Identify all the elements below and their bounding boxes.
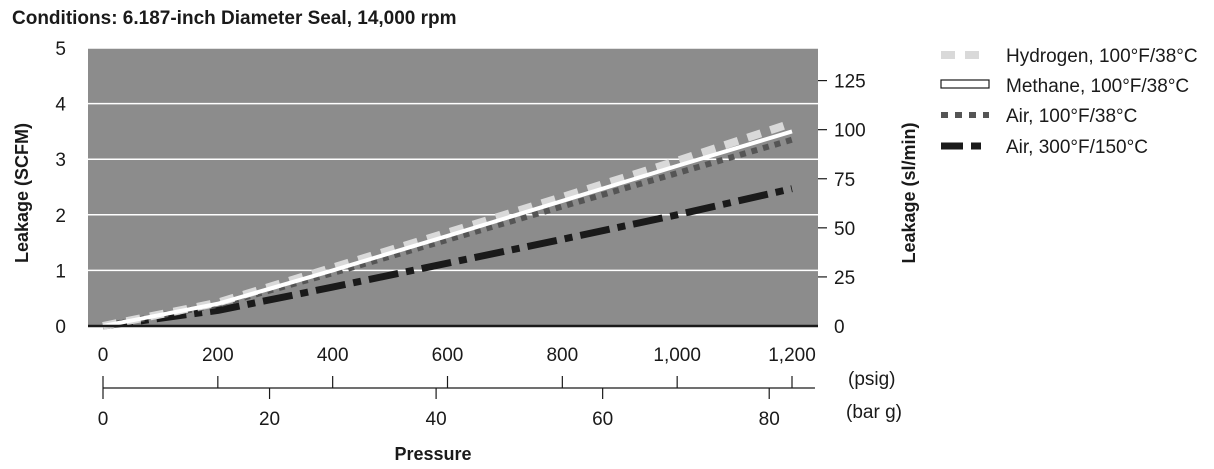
y-tick-label: 1 (55, 261, 66, 282)
x2-tick-label: 60 (592, 409, 613, 430)
y2-tick-label: 50 (834, 219, 855, 240)
x2-tick-label: 20 (259, 409, 280, 430)
legend-swatch (941, 80, 989, 88)
x-tick-label: 1,000 (653, 345, 701, 366)
x-tick-label: 1,200 (768, 345, 816, 366)
y2-axis-ticks: 0 25 50 75 100 125 (818, 72, 866, 338)
x2-tick-label: 80 (759, 409, 780, 430)
x-tick-label: 800 (546, 345, 578, 366)
x-axis-unit-psig: (psig) (848, 369, 896, 390)
y2-tick-label: 25 (834, 268, 855, 289)
y-axis-ticks: 0 1 2 3 4 5 (55, 39, 66, 338)
y-tick-label: 5 (55, 39, 66, 60)
y2-tick-label: 125 (834, 72, 866, 93)
x2-tick-label: 0 (98, 409, 109, 430)
chart-title: Conditions: 6.187-inch Diameter Seal, 14… (12, 8, 457, 29)
legend-label: Hydrogen, 100°F/38°C (1006, 46, 1198, 67)
legend-label: Air, 100°F/38°C (1006, 106, 1137, 127)
x-tick-label: 600 (432, 345, 464, 366)
y2-tick-label: 75 (834, 170, 855, 191)
x-tick-label: 0 (98, 345, 109, 366)
x-tick-label: 200 (202, 345, 234, 366)
y2-tick-label: 0 (834, 317, 845, 338)
legend-label: Methane, 100°F/38°C (1006, 76, 1189, 97)
x-tick-label: 400 (317, 345, 349, 366)
plot-area (88, 48, 818, 326)
y-tick-label: 2 (55, 206, 66, 227)
y-tick-label: 0 (55, 317, 66, 338)
x2-tick-label: 40 (426, 409, 447, 430)
x-axis-label: Pressure (394, 444, 471, 464)
legend-label: Air, 300°F/150°C (1006, 137, 1148, 158)
y-axis-label: Leakage (SCFM) (12, 123, 32, 263)
legend: Hydrogen, 100°F/38°C Methane, 100°F/38°C A… (941, 46, 1198, 158)
x-axis-unit-barg: (bar g) (846, 402, 902, 423)
y2-tick-label: 100 (834, 121, 866, 142)
y-tick-label: 4 (55, 95, 66, 116)
y2-axis-label: Leakage (sl/min) (899, 122, 919, 263)
y-tick-label: 3 (55, 150, 66, 171)
x-axis-ticks: 0 200 400 600 800 1,000 1,200 (98, 345, 816, 366)
x2-axis: 0 20 40 60 80 (98, 376, 815, 430)
